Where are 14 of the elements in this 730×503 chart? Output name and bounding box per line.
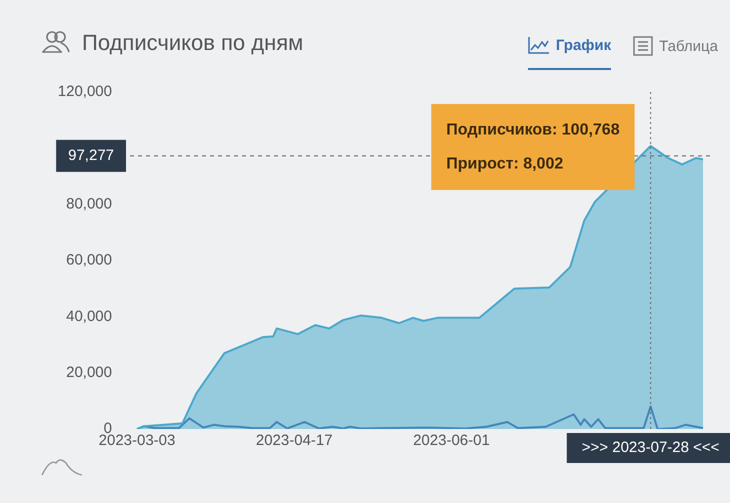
ref-line-label: 97,277 xyxy=(68,146,114,164)
annotation: Прирост: 8,002 xyxy=(446,155,564,172)
x-tick-label: 2023-06-01 xyxy=(413,432,490,450)
text: Таблица xyxy=(659,38,718,54)
y-tick-label: 60,000 xyxy=(66,252,112,269)
y-tick-label: 80,000 xyxy=(66,195,112,212)
ref-line-label: >>> 2023-07-28 <<< xyxy=(582,439,720,456)
y-tick-label: 20,000 xyxy=(66,364,112,381)
y-tick-label: 120,000 xyxy=(58,83,112,100)
text: График xyxy=(556,36,612,54)
y-tick-label: 40,000 xyxy=(66,308,112,325)
chart-title: Подписчиков по дням xyxy=(82,30,304,56)
x-tick-label: 2023-04-17 xyxy=(256,432,333,450)
annotation: Подписчиков: 100,768 xyxy=(446,121,620,138)
